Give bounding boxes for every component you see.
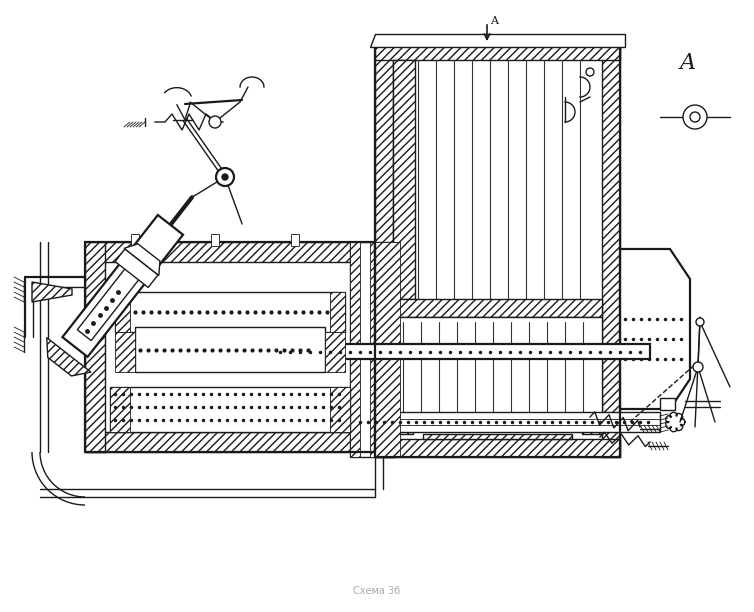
Bar	[375, 42, 620, 457]
Bar	[660, 398, 675, 410]
Polygon shape	[582, 419, 602, 434]
Polygon shape	[350, 242, 360, 457]
Bar	[135, 327, 325, 372]
Polygon shape	[85, 242, 105, 452]
Polygon shape	[85, 242, 375, 262]
Bar	[115, 292, 345, 332]
Polygon shape	[393, 419, 413, 434]
Polygon shape	[115, 292, 130, 332]
Circle shape	[586, 68, 594, 76]
Polygon shape	[375, 42, 393, 457]
Bar	[355, 412, 660, 432]
Polygon shape	[85, 432, 375, 452]
Polygon shape	[330, 292, 345, 332]
Bar	[350, 242, 395, 457]
Polygon shape	[110, 387, 130, 432]
Polygon shape	[124, 244, 160, 275]
Polygon shape	[620, 249, 690, 409]
Polygon shape	[78, 263, 143, 341]
Bar	[110, 387, 350, 432]
Polygon shape	[47, 338, 91, 376]
Polygon shape	[115, 332, 135, 372]
Polygon shape	[393, 317, 602, 419]
Polygon shape	[375, 439, 620, 457]
Polygon shape	[32, 282, 72, 302]
Polygon shape	[423, 434, 572, 439]
Polygon shape	[393, 299, 602, 317]
Text: A: A	[490, 16, 498, 26]
Polygon shape	[63, 215, 183, 357]
Polygon shape	[393, 60, 415, 299]
Circle shape	[683, 105, 707, 129]
Circle shape	[216, 168, 234, 186]
Bar	[291, 234, 299, 246]
Bar	[275, 344, 650, 359]
Polygon shape	[355, 242, 375, 452]
Text: Схема 3б: Схема 3б	[354, 586, 400, 596]
Polygon shape	[370, 34, 625, 47]
Bar	[85, 242, 375, 452]
Circle shape	[696, 318, 704, 326]
Polygon shape	[375, 42, 620, 60]
Polygon shape	[602, 42, 620, 457]
Circle shape	[209, 116, 221, 128]
Text: A: A	[680, 52, 696, 74]
Circle shape	[693, 362, 703, 372]
Bar	[211, 234, 219, 246]
Bar	[131, 234, 139, 246]
Circle shape	[690, 112, 700, 122]
Polygon shape	[115, 249, 158, 288]
Polygon shape	[330, 387, 350, 432]
Polygon shape	[370, 242, 400, 457]
Circle shape	[222, 174, 228, 180]
Polygon shape	[325, 332, 345, 372]
